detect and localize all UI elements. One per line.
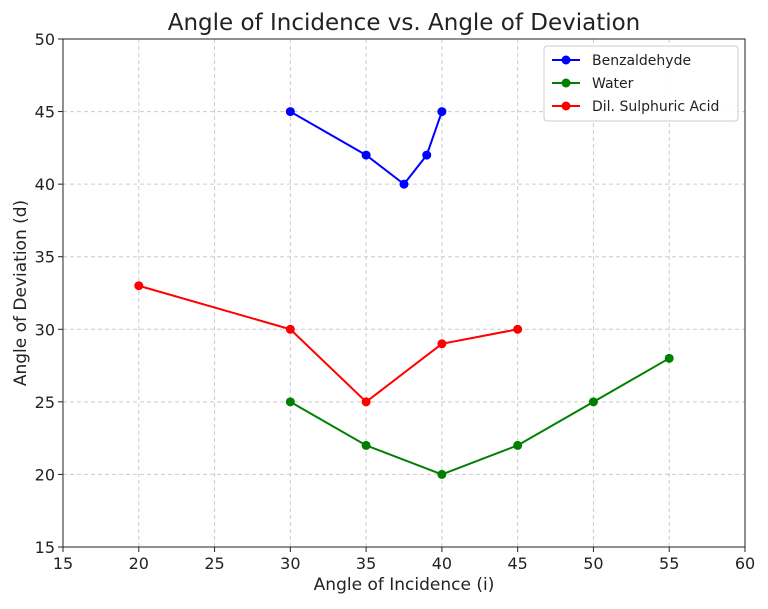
legend-label-water: Water — [592, 76, 634, 92]
data-point-dil-sulphuric-acid — [437, 339, 447, 349]
y-tick-label: 40 — [35, 175, 55, 194]
chart-title: Angle of Incidence vs. Angle of Deviatio… — [168, 10, 641, 36]
data-point-benzaldehyde — [422, 150, 432, 160]
data-point-water — [361, 440, 371, 450]
data-point-dil-sulphuric-acid — [285, 324, 295, 334]
x-tick-label: 35 — [356, 554, 376, 573]
legend-marker-dil-sulphuric-acid — [561, 101, 571, 111]
data-point-benzaldehyde — [361, 150, 371, 160]
data-point-dil-sulphuric-acid — [134, 281, 144, 291]
y-tick-label: 30 — [35, 320, 55, 339]
legend-marker-benzaldehyde — [561, 55, 571, 65]
data-point-dil-sulphuric-acid — [513, 324, 523, 334]
y-tick-label: 20 — [35, 465, 55, 484]
x-tick-label: 20 — [129, 554, 149, 573]
legend-label-dil-sulphuric-acid: Dil. Sulphuric Acid — [592, 99, 719, 115]
y-tick-label: 50 — [35, 30, 55, 49]
data-point-benzaldehyde — [437, 107, 447, 117]
y-tick-label: 15 — [35, 538, 55, 557]
data-point-water — [588, 397, 598, 407]
legend: Benzaldehyde Water Dil. Sulphuric Acid — [543, 45, 739, 122]
x-tick-label: 30 — [280, 554, 300, 573]
series-layer — [134, 107, 674, 479]
x-tick-label: 15 — [53, 554, 73, 573]
plot-frame — [62, 38, 746, 548]
x-tick-label: 25 — [204, 554, 224, 573]
x-tick-label: 50 — [583, 554, 603, 573]
data-point-water — [513, 440, 523, 450]
y-tick-label: 25 — [35, 393, 55, 412]
data-point-water — [664, 353, 674, 363]
legend-marker-water — [561, 78, 571, 88]
y-axis-label: Angle of Deviation (d) — [11, 200, 31, 386]
data-point-water — [285, 397, 295, 407]
x-axis-label: Angle of Incidence (i) — [314, 575, 495, 595]
x-tick-label: 55 — [659, 554, 679, 573]
data-point-dil-sulphuric-acid — [361, 397, 371, 407]
ticks: 15 20 25 30 35 40 45 50 55 60 15 20 25 30 35 40 45 50 — [35, 30, 756, 573]
x-tick-label: 45 — [507, 554, 527, 573]
series-line-dil-sulphuric-acid — [138, 284, 518, 404]
data-point-water — [437, 469, 447, 479]
x-tick-label: 60 — [735, 554, 755, 573]
legend-label-benzaldehyde: Benzaldehyde — [592, 53, 691, 69]
series-line-water — [289, 357, 670, 476]
data-point-benzaldehyde — [399, 179, 409, 189]
y-tick-label: 45 — [35, 103, 55, 122]
legend-box — [543, 45, 739, 122]
data-point-benzaldehyde — [285, 107, 295, 117]
x-tick-label: 40 — [432, 554, 452, 573]
y-tick-label: 35 — [35, 248, 55, 267]
